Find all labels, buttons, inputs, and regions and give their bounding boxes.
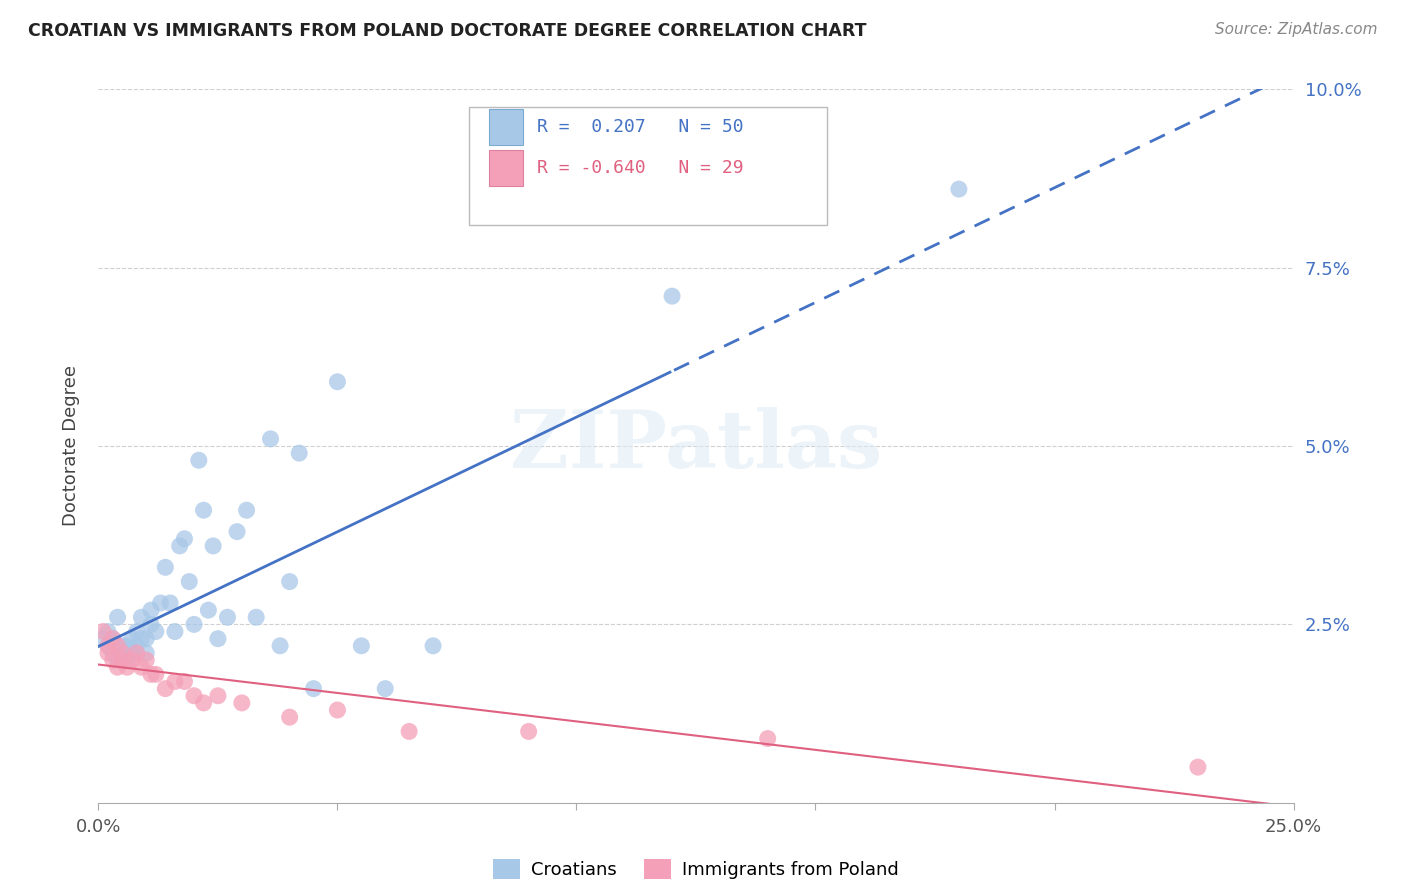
Point: [173, 674, 195, 689]
Point: [97, 639, 120, 653]
Point: [207, 632, 229, 646]
Point: [374, 681, 396, 696]
Point: [115, 653, 138, 667]
Y-axis label: Doctorate Degree: Doctorate Degree: [62, 366, 80, 526]
Point: [107, 653, 129, 667]
Point: [326, 703, 349, 717]
Point: [97, 646, 120, 660]
Point: [135, 653, 157, 667]
Point: [115, 660, 138, 674]
Point: [278, 574, 301, 589]
Legend: Croatians, Immigrants from Poland: Croatians, Immigrants from Poland: [486, 852, 905, 887]
Point: [517, 724, 540, 739]
Point: [121, 632, 143, 646]
Point: [155, 681, 177, 696]
Text: Source: ZipAtlas.com: Source: ZipAtlas.com: [1215, 22, 1378, 37]
Text: CROATIAN VS IMMIGRANTS FROM POLAND DOCTORATE DEGREE CORRELATION CHART: CROATIAN VS IMMIGRANTS FROM POLAND DOCTO…: [28, 22, 866, 40]
Point: [101, 653, 124, 667]
Point: [179, 574, 201, 589]
Point: [107, 639, 129, 653]
Point: [288, 446, 311, 460]
Point: [207, 689, 229, 703]
Point: [131, 632, 153, 646]
Point: [111, 639, 134, 653]
Point: [91, 624, 114, 639]
Point: [398, 724, 420, 739]
Point: [131, 660, 153, 674]
Point: [111, 653, 134, 667]
Point: [145, 624, 167, 639]
Point: [155, 560, 177, 574]
Point: [115, 639, 138, 653]
Text: R =  0.207   N = 50: R = 0.207 N = 50: [537, 118, 744, 136]
Point: [661, 289, 683, 303]
Point: [231, 696, 253, 710]
Point: [111, 646, 134, 660]
Point: [121, 646, 143, 660]
Point: [135, 632, 157, 646]
Point: [173, 532, 195, 546]
Point: [202, 539, 225, 553]
Point: [302, 681, 325, 696]
Point: [183, 617, 205, 632]
Point: [183, 689, 205, 703]
Point: [131, 610, 153, 624]
Point: [125, 646, 148, 660]
Point: [111, 646, 134, 660]
FancyBboxPatch shape: [470, 107, 827, 225]
Point: [163, 674, 186, 689]
Point: [97, 624, 120, 639]
Point: [139, 667, 162, 681]
Point: [107, 610, 129, 624]
Point: [125, 639, 148, 653]
Point: [145, 667, 167, 681]
Point: [91, 632, 114, 646]
Point: [197, 603, 219, 617]
Point: [101, 632, 124, 646]
Text: R = -0.640   N = 29: R = -0.640 N = 29: [537, 159, 744, 177]
Point: [226, 524, 249, 539]
Point: [97, 639, 120, 653]
Point: [139, 603, 162, 617]
Point: [245, 610, 267, 624]
Point: [422, 639, 444, 653]
Point: [135, 646, 157, 660]
Point: [756, 731, 779, 746]
Point: [259, 432, 281, 446]
Point: [350, 639, 373, 653]
Point: [121, 653, 143, 667]
Point: [169, 539, 191, 553]
Point: [101, 632, 124, 646]
Point: [217, 610, 239, 624]
Point: [269, 639, 291, 653]
Point: [326, 375, 349, 389]
Point: [101, 646, 124, 660]
Point: [1187, 760, 1209, 774]
Point: [948, 182, 970, 196]
Point: [139, 617, 162, 632]
FancyBboxPatch shape: [489, 150, 523, 186]
Point: [107, 660, 129, 674]
Point: [278, 710, 301, 724]
FancyBboxPatch shape: [489, 109, 523, 145]
Point: [187, 453, 209, 467]
Point: [163, 624, 186, 639]
Point: [149, 596, 172, 610]
Point: [125, 624, 148, 639]
Point: [159, 596, 181, 610]
Text: ZIPatlas: ZIPatlas: [510, 407, 882, 485]
Point: [235, 503, 257, 517]
Point: [193, 696, 215, 710]
Point: [193, 503, 215, 517]
